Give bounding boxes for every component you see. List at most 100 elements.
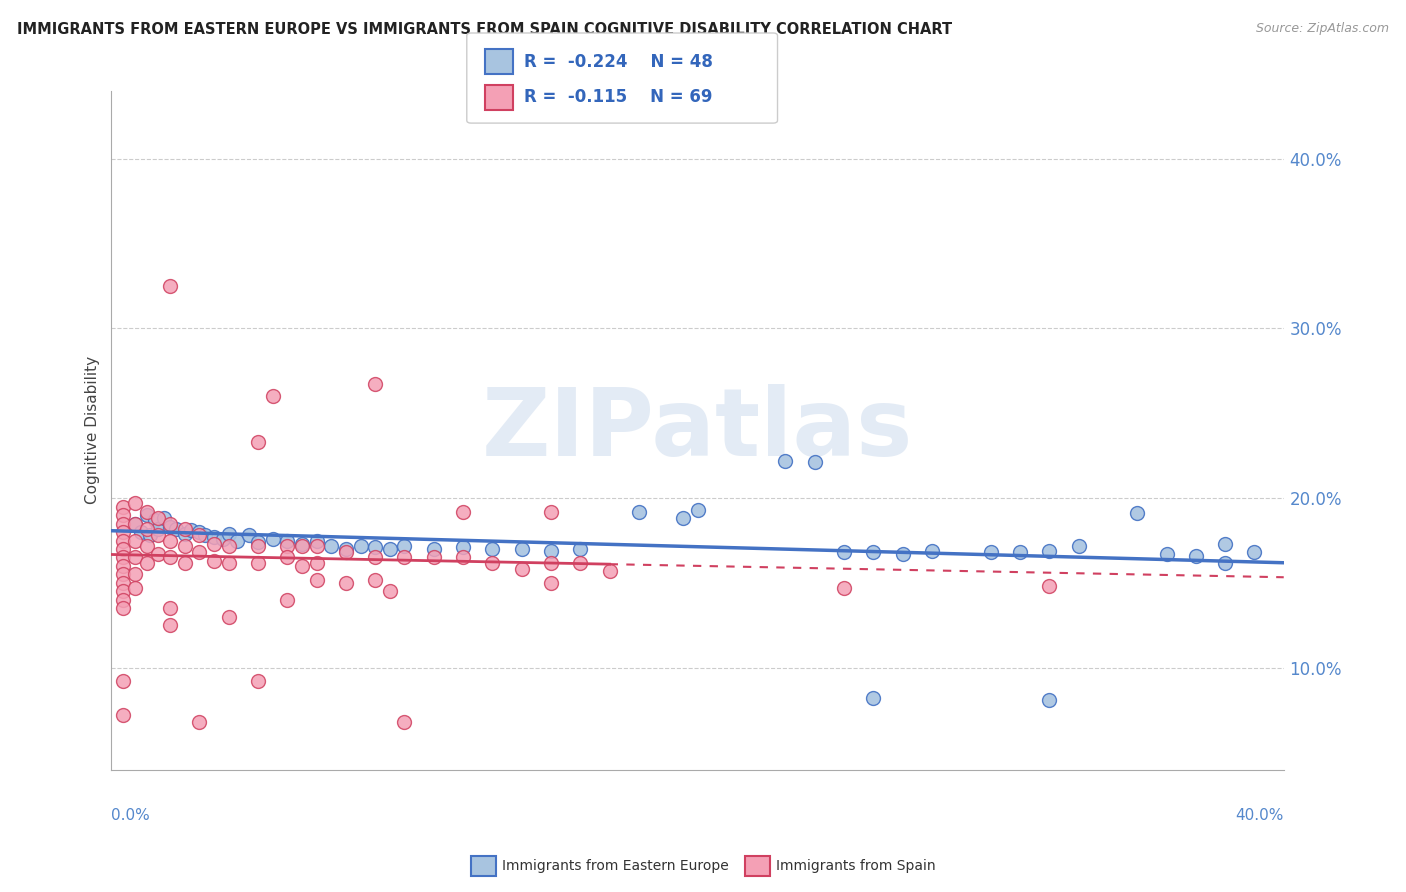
Point [159, 520, 181, 534]
Point [305, 573, 328, 587]
Point [202, 530, 225, 544]
Point [980, 545, 1002, 559]
Point [112, 508, 135, 522]
Point [1213, 537, 1236, 551]
Point [159, 279, 181, 293]
Point [112, 500, 135, 514]
Point [364, 573, 387, 587]
Text: 0.0%: 0.0% [111, 808, 150, 823]
Point [686, 503, 709, 517]
Point [1038, 693, 1060, 707]
Point [112, 550, 135, 565]
Point [335, 545, 357, 559]
Point [1185, 549, 1208, 563]
Point [246, 535, 269, 549]
Point [211, 532, 233, 546]
Point [159, 550, 181, 565]
Point [153, 511, 176, 525]
Point [188, 545, 211, 559]
Point [246, 556, 269, 570]
Point [135, 539, 157, 553]
Point [276, 539, 298, 553]
Point [510, 562, 533, 576]
Point [148, 511, 170, 525]
Point [394, 550, 416, 565]
Point [135, 508, 157, 522]
Point [599, 564, 621, 578]
Point [173, 522, 195, 536]
Text: ZIPatlas: ZIPatlas [482, 384, 914, 476]
Point [112, 674, 135, 689]
Point [276, 593, 298, 607]
Point [112, 524, 135, 539]
Point [124, 496, 146, 510]
Point [394, 715, 416, 730]
Point [305, 539, 328, 553]
Point [112, 541, 135, 556]
Text: Immigrants from Eastern Europe: Immigrants from Eastern Europe [502, 859, 728, 873]
Point [138, 528, 160, 542]
Point [804, 455, 827, 469]
Point [291, 558, 314, 573]
Point [394, 539, 416, 553]
Point [423, 550, 446, 565]
Point [672, 511, 695, 525]
Point [124, 550, 146, 565]
Point [1038, 579, 1060, 593]
Point [540, 576, 562, 591]
Point [188, 715, 211, 730]
Point [305, 533, 328, 548]
Point [218, 556, 240, 570]
Point [540, 505, 562, 519]
Point [335, 541, 357, 556]
Point [276, 533, 298, 548]
Point [173, 556, 195, 570]
Point [862, 545, 884, 559]
Point [378, 584, 401, 599]
Point [921, 543, 943, 558]
Point [112, 558, 135, 573]
Point [165, 522, 187, 536]
Point [218, 526, 240, 541]
Point [291, 539, 314, 553]
Point [423, 541, 446, 556]
Point [451, 550, 474, 565]
Text: R =  -0.224    N = 48: R = -0.224 N = 48 [524, 53, 713, 70]
Point [349, 539, 371, 553]
Point [124, 533, 146, 548]
Point [276, 550, 298, 565]
Point [1213, 556, 1236, 570]
Point [173, 526, 195, 541]
Point [188, 528, 211, 542]
Point [1038, 543, 1060, 558]
Point [569, 556, 592, 570]
Point [148, 547, 170, 561]
Point [124, 581, 146, 595]
Point [291, 537, 314, 551]
Point [180, 524, 202, 538]
Point [135, 556, 157, 570]
Point [262, 532, 284, 546]
Text: IMMIGRANTS FROM EASTERN EUROPE VS IMMIGRANTS FROM SPAIN COGNITIVE DISABILITY COR: IMMIGRANTS FROM EASTERN EUROPE VS IMMIGR… [17, 22, 952, 37]
Point [124, 516, 146, 531]
Point [364, 541, 387, 555]
Point [159, 533, 181, 548]
Point [112, 533, 135, 548]
Point [112, 593, 135, 607]
Point [862, 691, 884, 706]
Point [364, 550, 387, 565]
Point [135, 522, 157, 536]
Point [148, 528, 170, 542]
Point [481, 541, 503, 556]
Point [173, 539, 195, 553]
Point [218, 539, 240, 553]
Point [194, 528, 217, 542]
Point [159, 618, 181, 632]
Point [159, 601, 181, 615]
Point [540, 556, 562, 570]
Point [124, 567, 146, 582]
Point [129, 524, 152, 539]
Text: Source: ZipAtlas.com: Source: ZipAtlas.com [1256, 22, 1389, 36]
Point [540, 543, 562, 558]
Point [262, 389, 284, 403]
